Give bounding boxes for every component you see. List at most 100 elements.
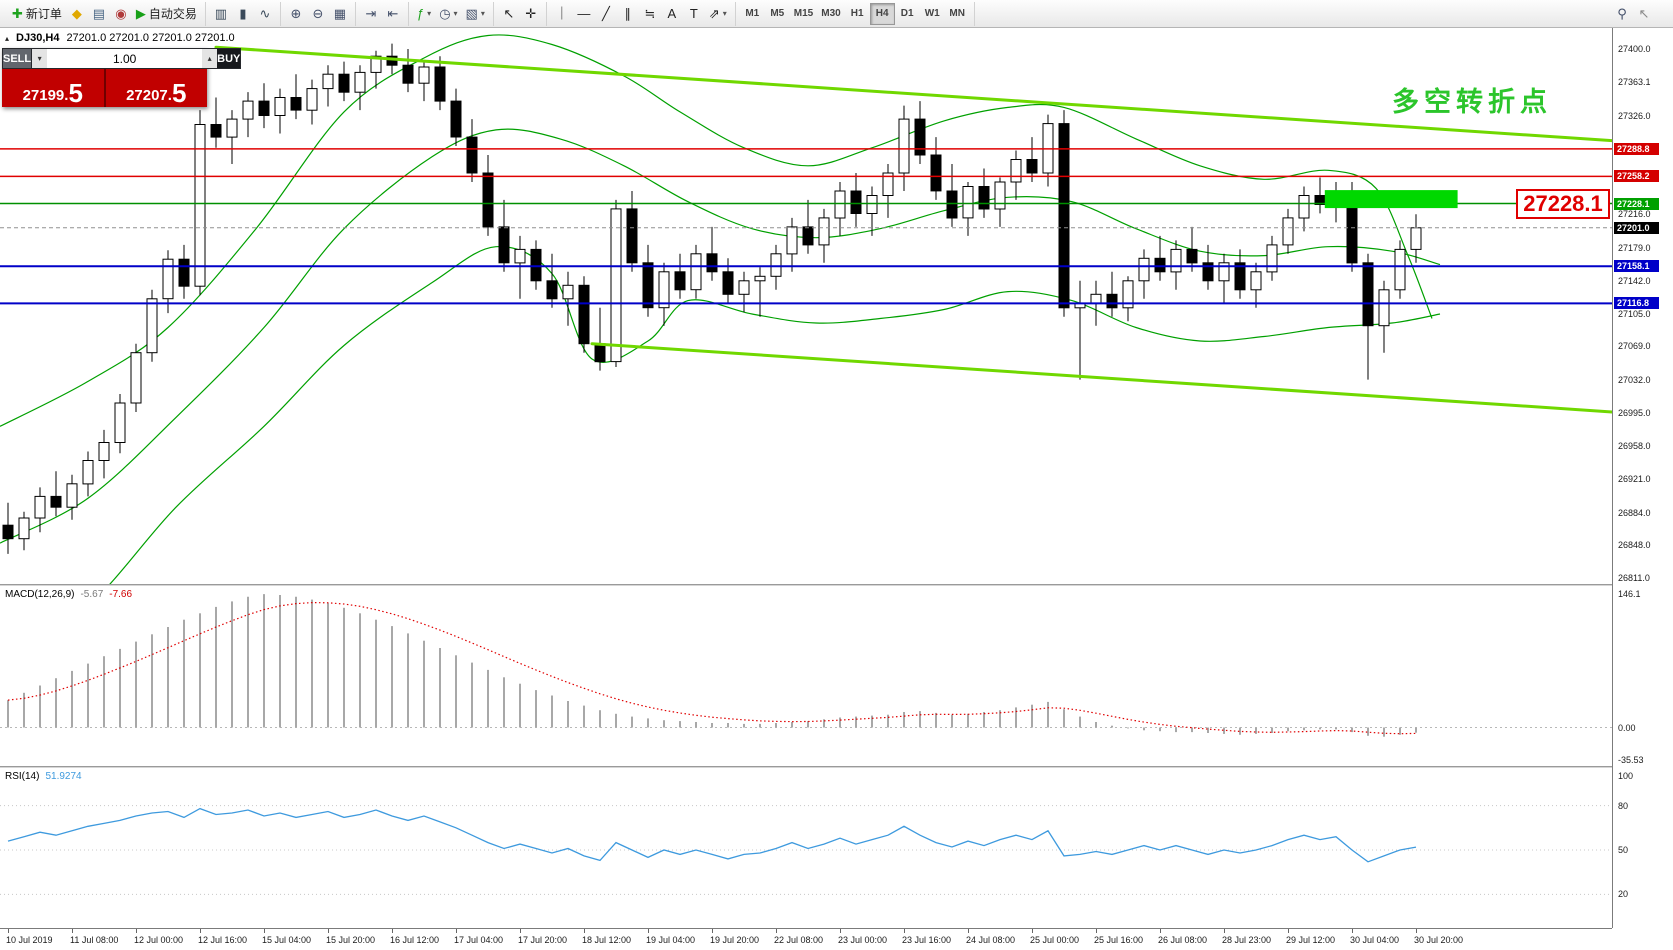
macd-scale-tick: 0.00 — [1618, 722, 1636, 733]
timeframe-m30-button[interactable]: M30 — [817, 3, 844, 25]
trend-channel-upper[interactable] — [214, 45, 1612, 143]
rsi-scale-tick: 50 — [1618, 845, 1629, 855]
indicators-button[interactable]: ƒ ▾ — [413, 3, 435, 25]
time-tick — [1352, 929, 1353, 933]
time-axis[interactable]: 10 Jul 2019 11 Jul 08:00 12 Jul 00:00 12 Ju… — [0, 928, 1612, 950]
time-tick — [1096, 929, 1097, 933]
buy-price-main: 27207. — [126, 86, 172, 104]
time-label: 11 Jul 08:00 — [70, 935, 119, 945]
timeframe-h4-button[interactable]: H4 — [869, 2, 895, 25]
timeframe-m1-button[interactable]: M1 — [740, 3, 765, 25]
cursor-button[interactable]: ↖ — [498, 3, 520, 25]
macd-scale-tick: -35.53 — [1618, 755, 1644, 765]
volume-input[interactable] — [47, 49, 203, 68]
pointer-icon: ↖ — [1638, 6, 1650, 21]
zoom-in-button[interactable]: ⊕ — [285, 3, 307, 25]
price-tick: 26811.0 — [1618, 573, 1650, 584]
one-click-collapse-icon[interactable]: ▴ — [5, 33, 10, 43]
horizontal-line-button[interactable]: — — [573, 3, 595, 25]
timeframe-m5-button[interactable]: M5 — [765, 3, 790, 25]
dropdown-arrow-icon: ▾ — [722, 9, 727, 18]
timeframe-w1-button[interactable]: W1 — [920, 3, 945, 25]
vertical-line-icon: ｜ — [555, 6, 569, 21]
autotrading-button[interactable]: ▶ 自动交易 — [132, 3, 201, 25]
candlestick-chart-button[interactable]: ▮ — [232, 3, 254, 25]
line-chart-icon: ∿ — [259, 6, 271, 21]
toolbar-group-zoom: ⊕ ⊖ ▦ — [281, 1, 356, 26]
terminal-button[interactable]: ▤ — [88, 3, 110, 25]
search-button[interactable]: ⚲ — [1611, 3, 1633, 25]
symbol-ohlc: 27201.0 27201.0 27201.0 27201.0 — [66, 32, 235, 44]
fibonacci-button[interactable]: ≒ — [639, 3, 661, 25]
vertical-line-button[interactable]: ｜ — [551, 3, 573, 25]
volume-decrease-button[interactable]: ▾ — [32, 49, 48, 68]
price-chart[interactable] — [0, 28, 1612, 584]
macd-label: MACD(12,26,9) -5.67 -7.66 — [5, 589, 132, 600]
buy-button[interactable]: BUY — [217, 48, 242, 69]
panel-separator[interactable] — [0, 584, 1673, 586]
sell-price-box[interactable]: 27199. 5 — [2, 69, 106, 107]
rsi-indicator-panel[interactable] — [0, 768, 1612, 928]
sell-price-main: 27199. — [22, 86, 69, 104]
pointer-button[interactable]: ↖ — [1633, 3, 1655, 25]
sell-button[interactable]: SELL — [2, 48, 33, 69]
price-scale[interactable]: 27400.0 27363.1 27326.0 27216.0 27179.0 27142… — [1612, 28, 1673, 928]
metaquotes-icon: ◉ — [115, 6, 127, 21]
periods-button[interactable]: ◷ ▾ — [435, 3, 461, 25]
metaeditor-button[interactable]: ◆ — [66, 3, 88, 25]
macd-histogram — [7, 594, 1417, 737]
chart-shift-button[interactable]: ⇤ — [382, 3, 404, 25]
timeframe-mn-button[interactable]: MN — [945, 3, 970, 25]
rsi-value: 51.9274 — [45, 771, 82, 782]
arrows-button[interactable]: ⇗ ▾ — [705, 3, 731, 25]
new-order-button[interactable]: ✚ 新订单 — [8, 3, 66, 25]
text-button[interactable]: A — [661, 3, 683, 25]
search-icon: ⚲ — [1617, 6, 1627, 21]
tile-windows-button[interactable]: ▦ — [329, 3, 351, 25]
panel-separator[interactable] — [0, 766, 1673, 768]
symbol-info: ▴ DJ30,H4 27201.0 27201.0 27201.0 27201.… — [5, 32, 235, 44]
chart-window[interactable]: 27400.0 27363.1 27326.0 27216.0 27179.0 27142… — [0, 28, 1673, 950]
templates-button[interactable]: ▧ ▾ — [462, 3, 489, 25]
new-order-button-label: 新订单 — [25, 7, 62, 21]
toolbar-group-lines: ｜ — ╱ ∥ ≒ A T ⇗ ▾ — [547, 1, 736, 26]
cursor-icon: ↖ — [503, 6, 515, 21]
auto-scroll-button[interactable]: ⇥ — [360, 3, 382, 25]
zoom-out-button[interactable]: ⊖ — [307, 3, 329, 25]
channel-button[interactable]: ∥ — [617, 3, 639, 25]
time-label: 19 Jul 20:00 — [710, 935, 760, 945]
rsi-label: RSI(14) 51.9274 — [5, 771, 82, 782]
line-chart-button[interactable]: ∿ — [254, 3, 276, 25]
toolbar-group-objects: ƒ ▾ ◷ ▾ ▧ ▾ — [409, 1, 494, 26]
highlight-zone[interactable] — [1324, 190, 1458, 209]
crosshair-button[interactable]: ✛ — [520, 3, 542, 25]
time-label: 22 Jul 08:00 — [774, 935, 824, 945]
time-label: 12 Jul 16:00 — [198, 935, 248, 945]
timeframe-d1-button[interactable]: D1 — [895, 3, 920, 25]
text-label-button[interactable]: T — [683, 3, 705, 25]
channel-icon: ∥ — [624, 6, 632, 21]
time-label: 24 Jul 08:00 — [966, 935, 1016, 945]
macd-indicator-panel[interactable] — [0, 586, 1612, 766]
macd-name: MACD(12,26,9) — [5, 589, 75, 600]
toolbar-group-scroll: ⇥ ⇤ — [356, 1, 409, 26]
bollinger-band-upper — [0, 34, 1433, 427]
trendline-button[interactable]: ╱ — [595, 3, 617, 25]
text-label-icon: T — [689, 6, 698, 21]
rsi-line — [7, 807, 1417, 863]
time-label: 17 Jul 04:00 — [454, 935, 504, 945]
buy-price-box[interactable]: 27207. 5 — [105, 69, 207, 107]
new-order-icon: ✚ — [12, 6, 23, 21]
metaquotes-button[interactable]: ◉ — [110, 3, 132, 25]
timeframe-m15-button[interactable]: M15 — [790, 3, 817, 25]
trend-channel-lower[interactable] — [590, 342, 1612, 414]
candlesticks — [2, 43, 1422, 554]
autotrading-button-label: 自动交易 — [148, 7, 197, 21]
time-tick — [1288, 929, 1289, 933]
timeframe-h1-button[interactable]: H1 — [845, 3, 870, 25]
bar-chart-button[interactable]: ▥ — [210, 3, 232, 25]
time-tick — [648, 929, 649, 933]
volume-increase-button[interactable]: ▴ — [202, 49, 218, 68]
time-label: 23 Jul 00:00 — [838, 935, 888, 945]
tile-windows-icon: ▦ — [333, 6, 347, 21]
